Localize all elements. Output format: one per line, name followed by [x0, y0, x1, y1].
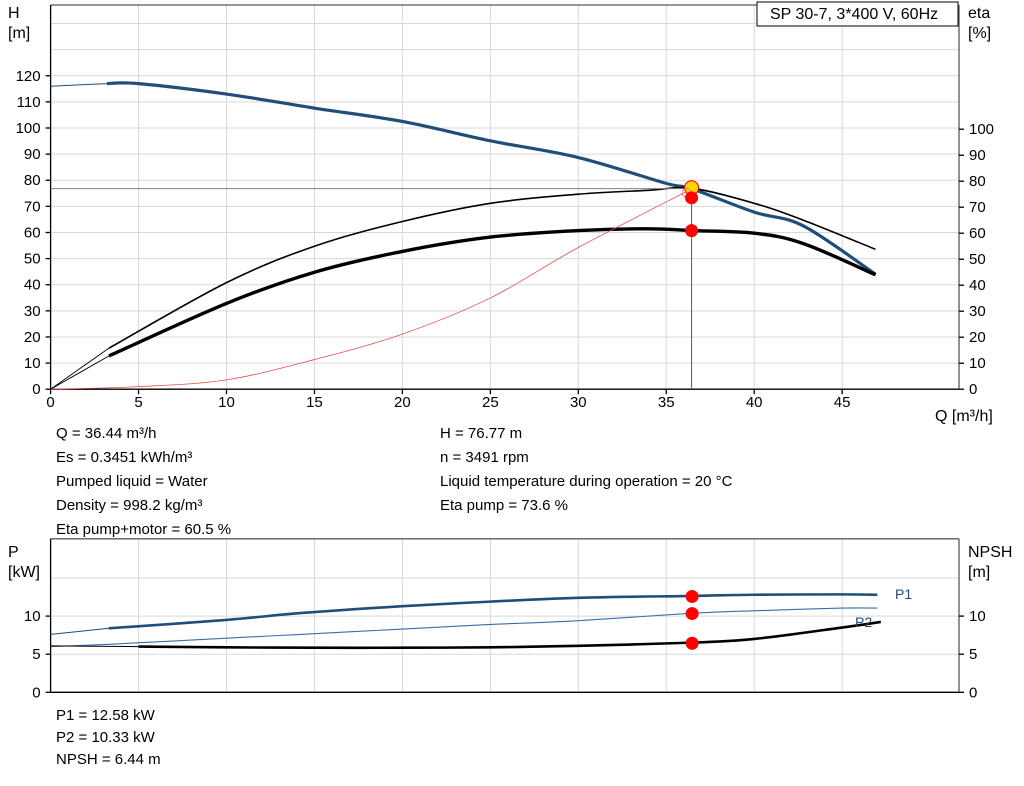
svg-text:100: 100 [969, 121, 994, 138]
svg-text:[m]: [m] [968, 564, 990, 581]
svg-text:70: 70 [24, 198, 41, 215]
svg-text:10: 10 [969, 355, 986, 372]
svg-text:P1: P1 [895, 586, 912, 602]
svg-text:5: 5 [32, 646, 40, 663]
svg-text:90: 90 [969, 147, 986, 164]
svg-text:30: 30 [570, 394, 587, 411]
svg-text:SP 30-7, 3*400 V, 60Hz: SP 30-7, 3*400 V, 60Hz [770, 6, 938, 23]
svg-text:90: 90 [24, 146, 41, 163]
svg-text:5: 5 [134, 394, 142, 411]
svg-text:20: 20 [24, 329, 41, 346]
svg-text:20: 20 [969, 329, 986, 346]
svg-text:0: 0 [969, 381, 977, 398]
svg-text:50: 50 [24, 251, 41, 268]
svg-text:5: 5 [969, 646, 977, 663]
svg-text:80: 80 [24, 172, 41, 189]
svg-text:60: 60 [24, 224, 41, 241]
svg-text:P2: P2 [855, 614, 872, 630]
svg-text:60: 60 [969, 225, 986, 242]
svg-text:eta: eta [968, 5, 990, 22]
svg-text:0: 0 [46, 394, 54, 411]
svg-text:100: 100 [16, 120, 41, 137]
svg-text:70: 70 [969, 199, 986, 216]
svg-text:P: P [8, 544, 19, 561]
svg-text:10: 10 [24, 608, 41, 625]
svg-text:Q [m³/h]: Q [m³/h] [935, 408, 993, 425]
svg-text:10: 10 [969, 608, 986, 625]
svg-text:50: 50 [969, 251, 986, 268]
svg-text:35: 35 [658, 394, 675, 411]
svg-text:15: 15 [306, 394, 323, 411]
svg-text:10: 10 [24, 355, 41, 372]
svg-text:[m]: [m] [8, 25, 30, 42]
svg-text:25: 25 [482, 394, 499, 411]
svg-text:0: 0 [32, 381, 40, 398]
svg-text:110: 110 [17, 94, 41, 111]
svg-text:10: 10 [218, 394, 235, 411]
svg-text:45: 45 [834, 394, 851, 411]
svg-text:120: 120 [16, 68, 41, 85]
svg-text:80: 80 [969, 173, 986, 190]
svg-text:[%]: [%] [968, 25, 991, 42]
svg-text:40: 40 [746, 394, 763, 411]
svg-text:30: 30 [24, 303, 41, 320]
svg-text:20: 20 [394, 394, 411, 411]
svg-text:40: 40 [24, 277, 41, 294]
svg-text:0: 0 [32, 684, 40, 701]
svg-text:NPSH: NPSH [968, 544, 1012, 561]
svg-text:40: 40 [969, 277, 986, 294]
svg-text:[kW]: [kW] [8, 564, 40, 581]
svg-text:30: 30 [969, 303, 986, 320]
svg-text:H: H [8, 5, 20, 22]
svg-text:0: 0 [969, 684, 977, 701]
